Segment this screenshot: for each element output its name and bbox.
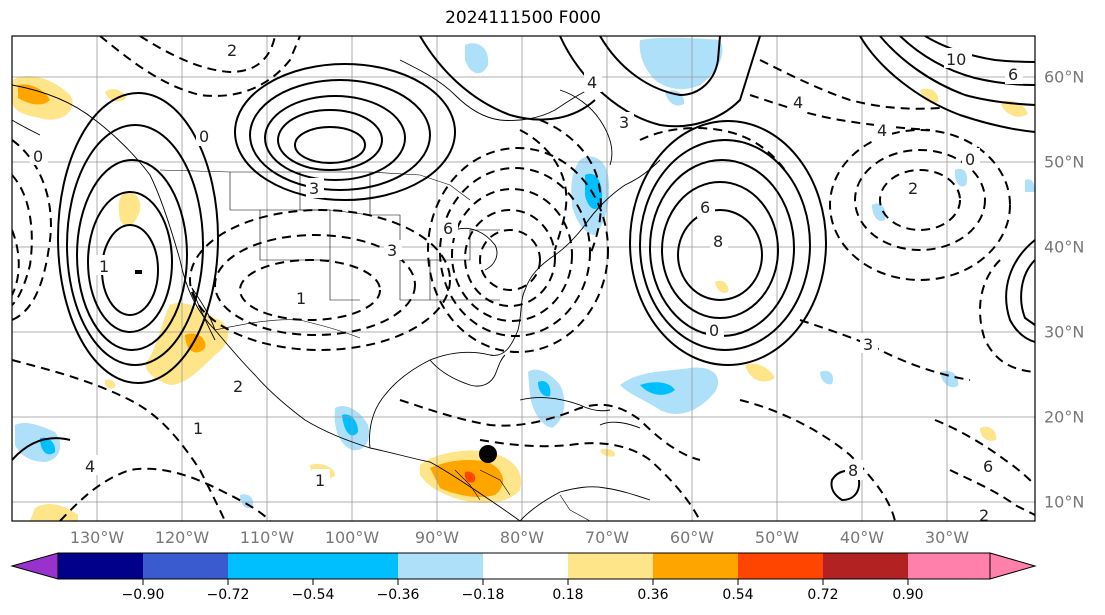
colorbar-swatch bbox=[58, 553, 144, 579]
contour-label: 4 bbox=[793, 93, 803, 112]
lon-label: 130°W bbox=[69, 528, 125, 547]
contour-label: 2 bbox=[233, 377, 243, 396]
colorbar-swatch bbox=[313, 553, 399, 579]
map-title: 2024111500 F000 bbox=[445, 8, 601, 28]
contour-label: 0 bbox=[709, 321, 719, 340]
lat-label: 40°N bbox=[1044, 237, 1085, 257]
contour-label: 3 bbox=[387, 241, 397, 260]
lon-label: 70°W bbox=[584, 528, 630, 547]
contour-label: 3 bbox=[309, 179, 319, 198]
colorbar-tick-label: 0.54 bbox=[722, 587, 754, 603]
contour-label: 1 bbox=[193, 419, 203, 438]
contour-label: 8 bbox=[848, 461, 858, 480]
colorbar-swatch bbox=[483, 553, 569, 579]
lat-label: 10°N bbox=[1044, 492, 1085, 512]
contour-label: 6 bbox=[983, 457, 993, 476]
colorbar-tick-label: 0.72 bbox=[807, 587, 839, 603]
lon-label: 80°W bbox=[499, 528, 545, 547]
lon-label: 120°W bbox=[154, 528, 210, 547]
map-background bbox=[12, 36, 1035, 521]
colorbar-swatch bbox=[143, 553, 229, 579]
lat-label: 60°N bbox=[1044, 67, 1085, 87]
coastlines bbox=[12, 59, 661, 521]
colorbar-tick-label: −0.36 bbox=[376, 587, 420, 603]
lat-label: 50°N bbox=[1044, 152, 1085, 172]
contour-labels: 10 8 6 4 3 2 1 0 4 2 6 8 6 3 1 0 1 0 3 bbox=[30, 40, 1023, 525]
contour-label: 3 bbox=[863, 335, 873, 354]
colorbar-tick-label: −0.54 bbox=[291, 587, 335, 603]
colorbar-extend-max bbox=[989, 552, 1037, 580]
contour-label: 10 bbox=[946, 50, 966, 69]
lon-label: 90°W bbox=[414, 528, 460, 547]
lon-label: 100°W bbox=[324, 528, 380, 547]
lat-label: 20°N bbox=[1044, 407, 1085, 427]
colorbar-swatch bbox=[398, 553, 484, 579]
colorbar-swatch bbox=[653, 553, 739, 579]
lon-label: 110°W bbox=[239, 528, 295, 547]
lon-label: 40°W bbox=[839, 528, 885, 547]
contour-label: 3 bbox=[619, 113, 629, 132]
contour-label: 2 bbox=[979, 506, 989, 525]
lon-label: 30°W bbox=[924, 528, 970, 547]
colorbar-swatch bbox=[738, 553, 824, 579]
lon-label: 60°W bbox=[669, 528, 715, 547]
contour-label: 4 bbox=[587, 73, 597, 92]
colorbar-tick-label: 0.90 bbox=[892, 587, 924, 603]
contour-label: 6 bbox=[1008, 65, 1018, 84]
colorbar-swatch bbox=[568, 553, 654, 579]
contour-label: 0 bbox=[33, 147, 43, 166]
contour-label: 1 bbox=[99, 257, 109, 276]
colorbar bbox=[10, 552, 1037, 585]
solid-contours bbox=[12, 36, 1035, 502]
colorbar-tick-label: −0.18 bbox=[461, 587, 505, 603]
contour-label: 2 bbox=[227, 41, 237, 60]
contour-label: 1 bbox=[296, 289, 306, 308]
contour-label: 8 bbox=[713, 232, 723, 251]
contour-label: 0 bbox=[199, 127, 209, 146]
lat-label: 30°N bbox=[1044, 322, 1085, 342]
contour-label: 4 bbox=[877, 121, 887, 140]
contour-label: 6 bbox=[700, 198, 710, 217]
map-frame bbox=[11, 35, 1036, 522]
colorbar-swatch bbox=[908, 553, 990, 579]
colorbar-tick-label: 0.36 bbox=[637, 587, 669, 603]
colorbar-swatch bbox=[823, 553, 909, 579]
colorbar-swatch bbox=[228, 553, 314, 579]
colorbar-extend-min bbox=[10, 552, 59, 580]
contour-label: 1 bbox=[315, 471, 325, 490]
colorbar-tick-label: −0.72 bbox=[206, 587, 250, 603]
contour-label: 2 bbox=[908, 179, 918, 198]
contour-label: 4 bbox=[85, 457, 95, 476]
colorbar-tick-label: 0.18 bbox=[552, 587, 584, 603]
lon-label: 50°W bbox=[754, 528, 800, 547]
colorbar-tick-label: −0.90 bbox=[121, 587, 165, 603]
contour-label: 0 bbox=[965, 150, 975, 169]
storm-center-marker bbox=[479, 445, 497, 463]
contour-label: 6 bbox=[443, 219, 453, 238]
